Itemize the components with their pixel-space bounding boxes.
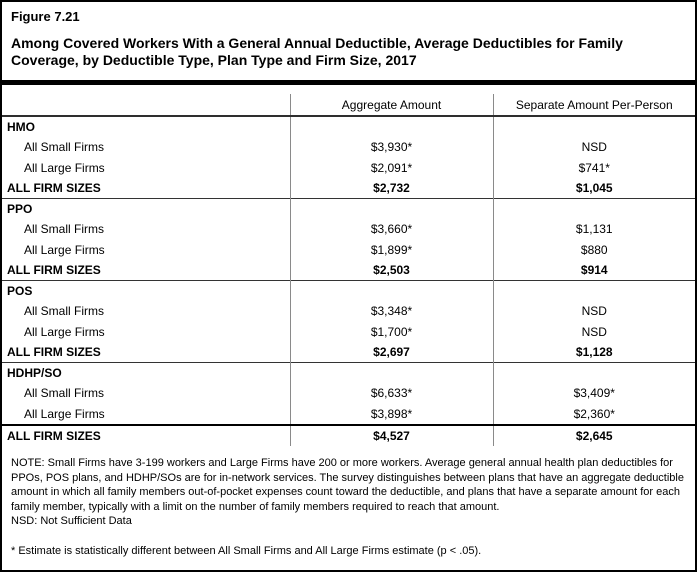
aggregate-value: $1,700*	[289, 321, 493, 342]
table-row-pos-small: All Small Firms $3,348* NSD	[2, 300, 695, 321]
empty-cell	[289, 362, 493, 382]
row-label: All Small Firms	[24, 303, 104, 318]
table-row-ppo-small: All Small Firms $3,660* $1,131	[2, 218, 695, 239]
aggregate-value: $2,732	[289, 178, 493, 199]
plan-label: PPO	[7, 201, 33, 216]
empty-cell	[492, 198, 695, 218]
title-divider	[2, 80, 695, 85]
title-block: Figure 7.21 Among Covered Workers With a…	[2, 2, 695, 69]
separate-value: $1,131	[492, 218, 695, 239]
separate-value: $1,128	[492, 342, 695, 363]
separate-value: $880	[492, 239, 695, 260]
table-row-hmo-total: ALL FIRM SIZES $2,732 $1,045	[2, 178, 695, 199]
separate-value: NSD	[492, 136, 695, 157]
notes-block: NOTE: Small Firms have 3-199 workers and…	[2, 446, 695, 570]
aggregate-value: $3,660*	[289, 218, 493, 239]
empty-cell	[289, 198, 493, 218]
row-label: All Large Firms	[24, 160, 105, 175]
separate-value: $914	[492, 260, 695, 281]
table-row-ppo-total: ALL FIRM SIZES $2,503 $914	[2, 260, 695, 281]
plan-row-hdhpso: HDHP/SO	[2, 362, 695, 382]
table-row-pos-large: All Large Firms $1,700* NSD	[2, 321, 695, 342]
table-row-hmo-small: All Small Firms $3,930* NSD	[2, 136, 695, 157]
aggregate-value: $2,503	[289, 260, 493, 281]
row-label: ALL FIRM SIZES	[7, 345, 101, 359]
aggregate-value: $1,899*	[289, 239, 493, 260]
row-label: All Small Firms	[24, 221, 104, 236]
col-header-separate: Separate Amount Per-Person	[492, 94, 695, 116]
separate-value: NSD	[492, 300, 695, 321]
row-label: ALL FIRM SIZES	[7, 181, 101, 195]
header-row: Aggregate Amount Separate Amount Per-Per…	[2, 94, 695, 116]
row-label: All Large Firms	[24, 242, 105, 257]
aggregate-value: $3,898*	[289, 403, 493, 425]
table-row-hdhpso-large: All Large Firms $3,898* $2,360*	[2, 403, 695, 425]
separate-value: $2,645	[492, 425, 695, 446]
table-row-hmo-large: All Large Firms $2,091* $741*	[2, 157, 695, 178]
deductibles-table: Aggregate Amount Separate Amount Per-Per…	[2, 94, 695, 446]
aggregate-value: $2,697	[289, 342, 493, 363]
table-header: Aggregate Amount Separate Amount Per-Per…	[2, 94, 695, 116]
aggregate-value: $2,091*	[289, 157, 493, 178]
row-label: ALL FIRM SIZES	[7, 429, 101, 443]
separate-value: $3,409*	[492, 382, 695, 403]
nsd-definition: NSD: Not Sufficient Data	[11, 515, 132, 527]
col-header-aggregate: Aggregate Amount	[289, 94, 493, 116]
separate-value: $1,045	[492, 178, 695, 199]
corner-cell	[2, 94, 290, 116]
row-label: All Large Firms	[24, 324, 105, 339]
separate-value: NSD	[492, 321, 695, 342]
statistical-footnote: * Estimate is statistically different be…	[11, 544, 482, 557]
empty-cell	[289, 280, 493, 300]
plan-label: HDHP/SO	[7, 365, 62, 380]
table-row-hdhpso-total: ALL FIRM SIZES $4,527 $2,645	[2, 425, 695, 446]
plan-row-ppo: PPO	[2, 198, 695, 218]
figure-number: Figure 7.21	[11, 9, 80, 24]
empty-cell	[289, 116, 493, 136]
plan-label: POS	[7, 283, 33, 298]
aggregate-value: $3,930*	[289, 136, 493, 157]
empty-cell	[492, 280, 695, 300]
table-row-pos-total: ALL FIRM SIZES $2,697 $1,128	[2, 342, 695, 363]
table-row-ppo-large: All Large Firms $1,899* $880	[2, 239, 695, 260]
empty-cell	[492, 362, 695, 382]
row-label: ALL FIRM SIZES	[7, 263, 101, 277]
row-label: All Large Firms	[24, 406, 105, 421]
figure-title: Among Covered Workers With a General Ann…	[11, 35, 623, 68]
row-label: All Small Firms	[24, 139, 104, 154]
aggregate-value: $3,348*	[289, 300, 493, 321]
separate-value: $2,360*	[492, 403, 695, 425]
empty-cell	[492, 116, 695, 136]
note-text: NOTE: Small Firms have 3-199 workers and…	[11, 457, 684, 513]
plan-row-hmo: HMO	[2, 116, 695, 136]
aggregate-value: $6,633*	[289, 382, 493, 403]
aggregate-value: $4,527	[289, 425, 493, 446]
plan-label: HMO	[7, 119, 35, 134]
row-label: All Small Firms	[24, 385, 104, 400]
plan-row-pos: POS	[2, 280, 695, 300]
table-row-hdhpso-small: All Small Firms $6,633* $3,409*	[2, 382, 695, 403]
separate-value: $741*	[492, 157, 695, 178]
